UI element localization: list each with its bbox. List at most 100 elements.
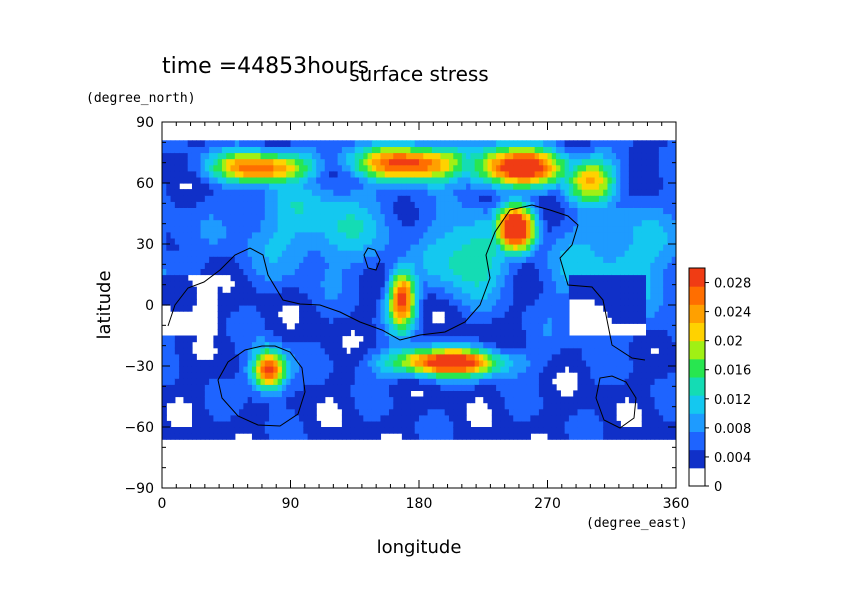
field-cell — [191, 183, 197, 190]
field-cell — [453, 140, 459, 147]
field-cell — [513, 420, 519, 428]
field-cell — [406, 195, 412, 202]
field-cell — [247, 189, 253, 196]
field-cell — [230, 140, 236, 147]
field-cell — [453, 189, 459, 196]
field-cell — [247, 140, 253, 147]
field-cell — [346, 329, 352, 337]
field-cell — [380, 158, 386, 166]
field-cell — [419, 250, 424, 257]
field-cell — [239, 244, 244, 251]
field-cell — [436, 274, 442, 282]
field-cell — [337, 347, 343, 355]
field-cell — [320, 280, 326, 288]
field-cell — [299, 341, 304, 349]
field-cell — [204, 219, 210, 227]
field-cell — [453, 298, 459, 306]
field-cell — [273, 164, 279, 172]
field-cell — [187, 140, 193, 147]
field-cell — [500, 366, 506, 373]
field-cell — [166, 176, 172, 184]
field-cell — [491, 329, 497, 337]
field-cell — [611, 152, 617, 160]
field-cell — [256, 390, 262, 398]
field-cell — [354, 366, 360, 373]
field-cell — [431, 207, 437, 215]
field-cell — [397, 207, 403, 215]
field-cell — [170, 201, 176, 208]
field-cell — [431, 237, 437, 245]
field-cell — [478, 384, 484, 391]
field-cell — [406, 225, 412, 233]
field-cell — [474, 262, 480, 269]
field-cell — [307, 170, 313, 178]
field-cell — [234, 359, 240, 367]
field-cell — [294, 140, 300, 147]
field-cell — [517, 292, 523, 300]
field-cell — [256, 335, 262, 343]
field-cell — [586, 427, 591, 434]
field-cell — [179, 170, 185, 178]
field-cell — [217, 329, 223, 337]
field-cell — [286, 256, 292, 263]
field-cell — [406, 390, 412, 398]
field-cell — [329, 158, 334, 166]
field-cell — [239, 317, 244, 324]
field-cell — [269, 372, 274, 379]
field-cell — [251, 402, 257, 410]
field-cell — [448, 372, 454, 379]
field-cell — [620, 189, 626, 196]
field-cell — [260, 268, 266, 276]
field-cell — [483, 359, 489, 367]
field-cell — [273, 372, 279, 379]
field-cell — [577, 183, 583, 190]
field-cell — [294, 250, 300, 257]
field-cell — [491, 335, 497, 343]
field-cell — [350, 244, 356, 251]
field-cell — [513, 335, 519, 343]
field-cell — [423, 298, 429, 306]
field-cell — [560, 359, 566, 367]
field-cell — [187, 250, 193, 257]
field-cell — [504, 414, 510, 422]
field-cell — [367, 207, 373, 215]
field-cell — [444, 408, 450, 416]
field-cell — [162, 268, 167, 276]
field-cell — [401, 225, 407, 233]
field-cell — [204, 372, 210, 379]
field-cell — [243, 305, 249, 312]
field-cell — [620, 213, 626, 221]
field-cell — [260, 427, 266, 434]
field-cell — [521, 262, 527, 269]
field-cell — [581, 396, 587, 404]
field-cell — [170, 366, 176, 373]
field-cell — [457, 170, 463, 178]
field-cell — [504, 262, 510, 269]
field-cell — [251, 323, 257, 330]
field-cell — [221, 140, 227, 147]
field-cell — [457, 237, 463, 245]
field-cell — [598, 341, 604, 349]
field-cell — [547, 164, 553, 172]
field-cell — [333, 201, 339, 208]
field-cell — [538, 237, 544, 245]
field-cell — [581, 170, 587, 178]
field-cell — [234, 335, 240, 343]
field-cell — [264, 201, 270, 208]
field-cell — [568, 280, 574, 288]
field-cell — [213, 384, 219, 391]
field-cell — [179, 427, 185, 434]
field-cell — [290, 378, 296, 385]
field-cell — [376, 384, 382, 391]
field-cell — [162, 164, 167, 172]
field-cell — [384, 250, 390, 257]
field-cell — [196, 146, 202, 154]
field-cell — [483, 390, 489, 398]
field-cell — [436, 268, 442, 276]
field-cell — [363, 396, 369, 404]
field-cell — [521, 335, 527, 343]
field-cell — [346, 402, 352, 410]
field-cell — [213, 225, 219, 233]
field-cell — [573, 225, 579, 233]
field-cell — [577, 231, 583, 239]
